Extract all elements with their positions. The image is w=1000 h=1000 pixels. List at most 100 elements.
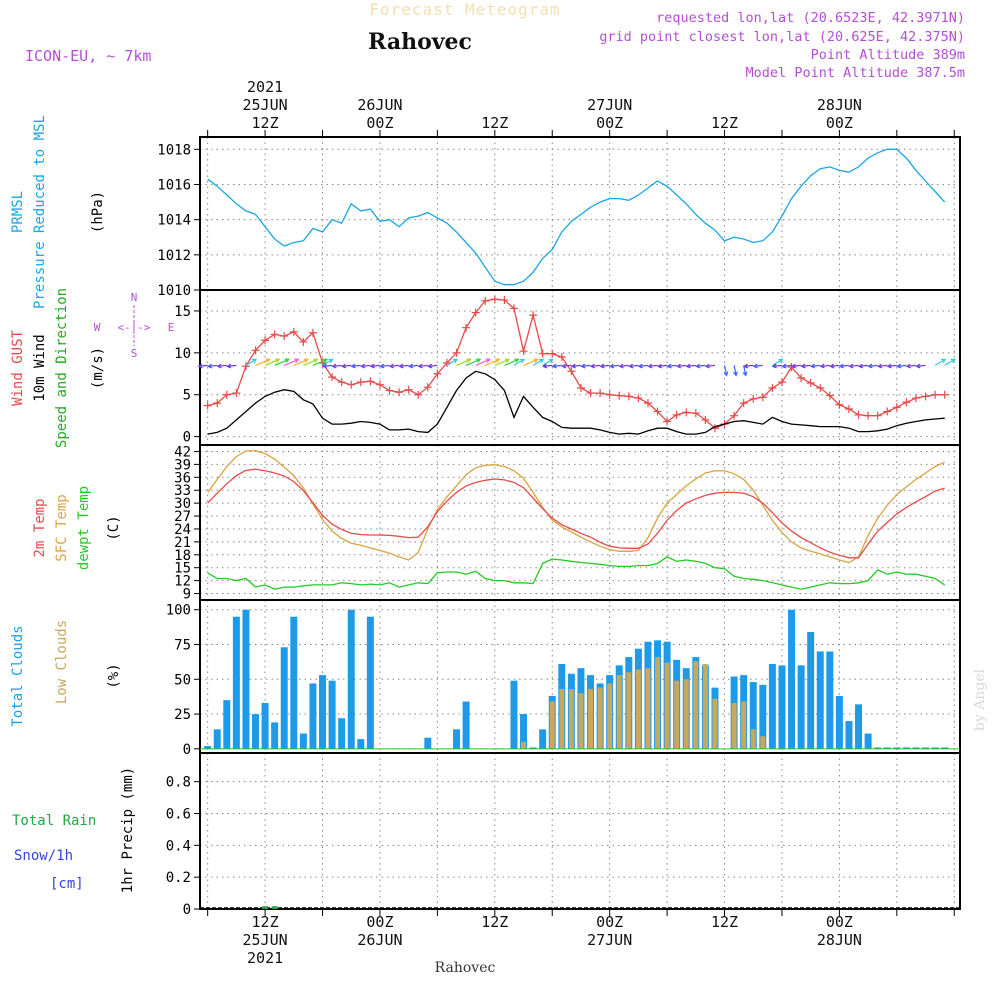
wind-direction-arrow <box>370 364 381 368</box>
wind-gust-marker <box>471 308 480 317</box>
wind-gust-marker <box>548 349 557 358</box>
wind-gust-marker <box>892 403 901 412</box>
total-cloud-bar <box>242 609 250 749</box>
total-cloud-bar <box>213 729 221 749</box>
wind-arrow-head <box>800 363 806 369</box>
wind-direction-arrow <box>217 364 227 368</box>
wind-gust-marker <box>816 384 825 393</box>
wind-gust-marker <box>308 328 317 337</box>
total-cloud-bar <box>816 651 824 749</box>
low-cloud-bar <box>607 683 613 749</box>
wind-direction-arrow <box>801 364 811 368</box>
wind-gust-marker <box>854 410 863 419</box>
wind-arrow-head <box>819 363 825 369</box>
wind-arrow-head <box>265 358 271 363</box>
wind-arrow-head <box>427 363 433 369</box>
wind-10m-label: 10m Wind <box>32 334 48 401</box>
wind-direction-arrow <box>198 364 208 368</box>
wind-direction-arrow <box>571 364 582 368</box>
precip-ytick-label: 0.2 <box>166 870 191 886</box>
temp-ytick-label: 39 <box>174 457 191 473</box>
wind-arrow-head <box>829 363 835 369</box>
wind-gust-marker <box>921 392 930 401</box>
wind-direction-arrow <box>255 358 270 366</box>
low-cloud-bar <box>731 702 737 749</box>
wind-gust-marker <box>538 349 547 358</box>
wind-direction-arrow <box>293 358 309 366</box>
temp-ytick-label: 18 <box>174 548 191 564</box>
low-clouds-label: Low Clouds <box>54 620 70 704</box>
compass-s: S <box>131 347 138 360</box>
precip-axis-label: 1hr Precip (mm) <box>120 767 136 893</box>
total-cloud-bar <box>453 729 461 749</box>
wind-direction-arrow <box>532 358 544 366</box>
pressure-frame <box>199 136 961 291</box>
pressure-panel-labels: PRMSL Pressure Reduced to MSL (hPa) <box>10 115 106 309</box>
sfc-temp-line <box>207 449 945 564</box>
wind-ytick-label: 10 <box>174 346 191 362</box>
clouds-ytick-label: 25 <box>174 707 191 723</box>
wind-gust-marker <box>873 411 882 420</box>
wind-arrow-head <box>781 363 787 369</box>
bottom-time-label: 00Z <box>826 913 853 931</box>
bottom-time-label: 00Z <box>596 913 623 931</box>
wind-gust-marker <box>911 394 920 403</box>
total-cloud-bar <box>788 609 796 749</box>
precip-ytick-label: 0.6 <box>166 806 191 822</box>
wind-arrow-head <box>407 363 414 369</box>
top-time-label: 00Z <box>596 114 623 132</box>
wind-arrow-head <box>752 363 758 369</box>
rain-bar <box>262 906 269 909</box>
total-cloud-bar <box>338 718 346 749</box>
total-cloud-bar <box>807 631 815 749</box>
wind-gust-marker <box>222 390 231 399</box>
wind-direction-arrow <box>648 364 658 368</box>
total-cloud-bar <box>529 747 537 749</box>
wind-gust-marker <box>864 411 873 420</box>
wind-direction-arrow <box>744 364 754 368</box>
wind-direction-arrow <box>475 358 490 366</box>
wind-direction-arrow <box>629 364 639 368</box>
wind-arrow-head <box>676 363 682 369</box>
wind-arrow-head <box>618 363 624 369</box>
precip-frame <box>199 752 961 910</box>
wind-gust-marker <box>653 407 662 416</box>
temp-ytick-label: 33 <box>174 483 191 499</box>
wind-gust-marker <box>270 330 279 339</box>
low-cloud-bar <box>559 689 565 749</box>
wind-gust-marker <box>797 373 806 382</box>
precip-ytick-label: 0.4 <box>166 838 191 854</box>
wind-direction-arrow <box>849 364 859 368</box>
wind-arrow-head <box>321 363 328 369</box>
wind-gust-marker <box>519 347 528 356</box>
wind-arrow-head <box>589 363 596 369</box>
wind-direction-arrow <box>428 364 438 368</box>
wind-panel-labels: Wind GUST 10m Wind Speed and Direction (… <box>10 288 174 448</box>
wind-arrow-head <box>476 358 482 363</box>
wind-arrow-head <box>950 358 956 364</box>
wind-arrow-head <box>695 363 701 369</box>
wind-arrow-head <box>896 363 902 369</box>
temp-ytick-label: 21 <box>174 535 191 551</box>
wind-gust-marker <box>490 295 499 304</box>
total-cloud-bar <box>835 695 843 749</box>
low-cloud-bar <box>693 661 699 749</box>
wind-direction-arrow <box>868 364 878 368</box>
wind-direction-arrow <box>792 364 802 368</box>
bottom-time-label: 28JUN <box>817 931 862 949</box>
wind-direction-arrow <box>543 364 553 368</box>
bottom-time-label: 2021 <box>247 949 283 967</box>
total-cloud-bar <box>768 663 776 749</box>
wind-arrow-head <box>216 363 222 369</box>
wind-gust-marker <box>337 378 346 387</box>
total-clouds-label: Total Clouds <box>10 625 26 726</box>
wind-gust-marker <box>605 390 614 399</box>
wind-arrow-head <box>206 363 213 369</box>
clouds-ytick-label: 100 <box>166 603 191 619</box>
wind-direction-arrow <box>696 364 706 368</box>
total-cloud-bar <box>366 616 374 749</box>
compass-e: E <box>168 321 175 334</box>
low-cloud-bar <box>741 701 747 749</box>
wind-ytick-label: 5 <box>183 388 191 404</box>
wind-arrow-head <box>303 358 309 363</box>
